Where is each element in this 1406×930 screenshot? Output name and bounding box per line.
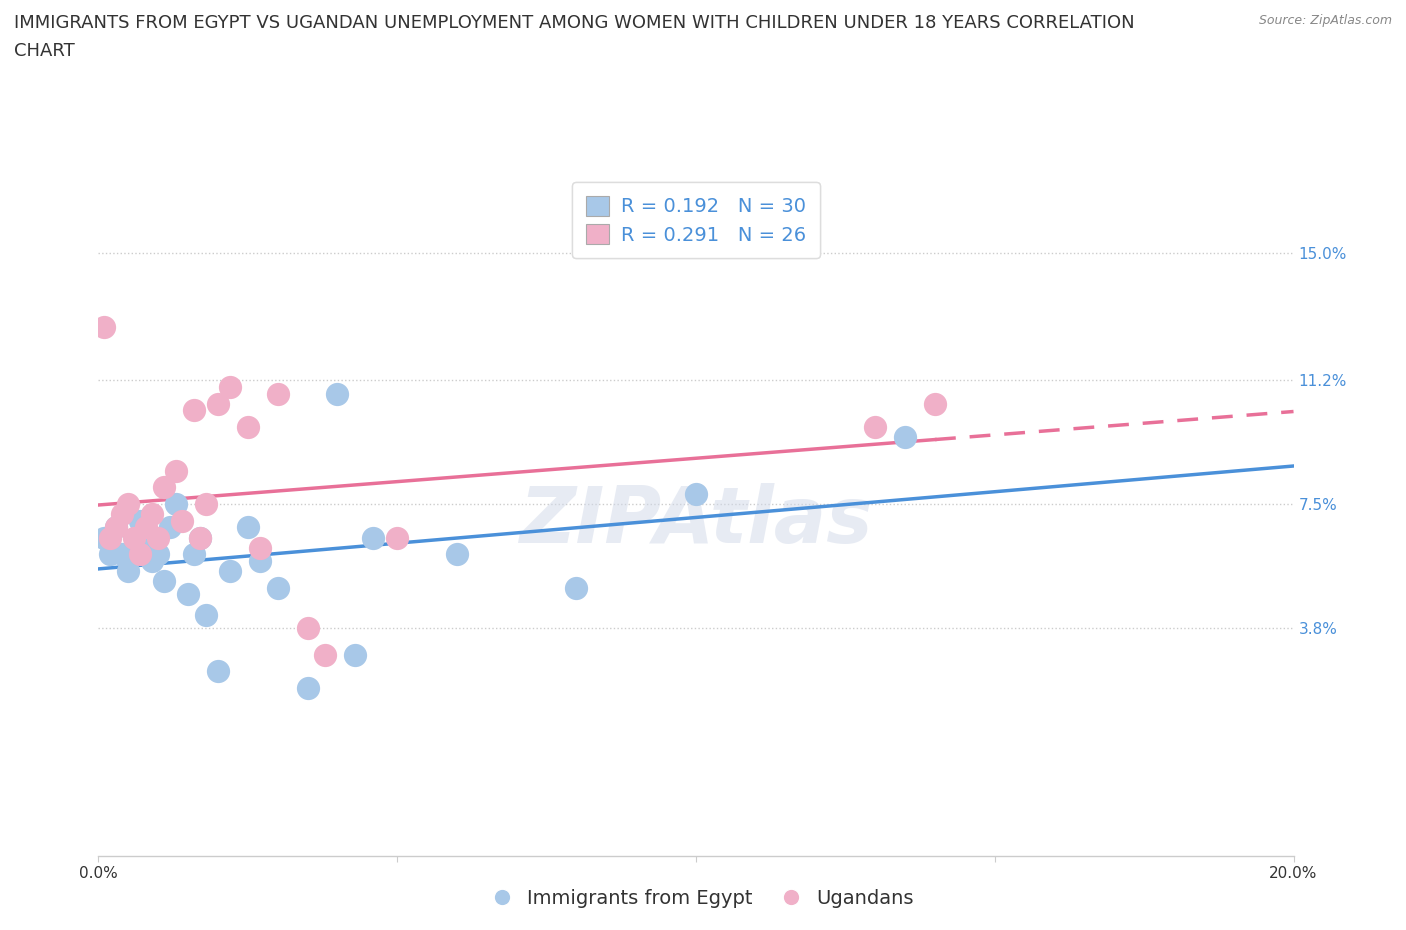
Point (315, 647, 337, 662)
Legend: Immigrants from Egypt, Ugandans: Immigrants from Egypt, Ugandans (484, 881, 922, 916)
Point (297, 681, 319, 696)
Point (117, 497, 139, 512)
Point (195, 497, 218, 512)
Text: Source: ZipAtlas.com: Source: ZipAtlas.com (1258, 14, 1392, 27)
Point (446, 547, 468, 562)
Point (894, 430, 917, 445)
Point (195, 607, 218, 622)
Point (111, 507, 134, 522)
Point (249, 553, 271, 568)
Point (219, 379, 242, 394)
Point (153, 480, 176, 495)
Text: CHART: CHART (14, 42, 75, 60)
Point (344, 647, 367, 662)
Point (135, 530, 157, 545)
Text: ZIPAtlas: ZIPAtlas (519, 483, 873, 559)
Point (183, 547, 205, 562)
Point (236, 419, 259, 434)
Point (141, 553, 163, 568)
Point (207, 664, 229, 679)
Point (129, 547, 152, 562)
Point (148, 530, 170, 545)
Point (924, 396, 946, 411)
Point (93, 319, 115, 334)
Legend: R = 0.192   N = 30, R = 0.291   N = 26: R = 0.192 N = 30, R = 0.291 N = 26 (572, 182, 820, 259)
Point (236, 520, 259, 535)
Point (165, 463, 187, 478)
Point (249, 540, 271, 555)
Point (141, 507, 163, 522)
Point (183, 403, 205, 418)
Point (207, 396, 229, 411)
Point (117, 564, 139, 578)
Point (177, 587, 200, 602)
Point (172, 513, 194, 528)
Point (188, 530, 211, 545)
Point (100, 547, 122, 562)
Point (148, 547, 170, 562)
Point (159, 520, 181, 535)
Point (100, 530, 122, 545)
Point (267, 386, 290, 401)
Point (105, 520, 128, 535)
Point (105, 520, 128, 535)
Point (153, 574, 176, 589)
Point (326, 386, 349, 401)
Point (135, 520, 157, 535)
Point (565, 580, 588, 595)
Point (124, 540, 146, 555)
Point (267, 580, 290, 595)
Point (93, 530, 115, 545)
Text: IMMIGRANTS FROM EGYPT VS UGANDAN UNEMPLOYMENT AMONG WOMEN WITH CHILDREN UNDER 18: IMMIGRANTS FROM EGYPT VS UGANDAN UNEMPLO… (14, 14, 1135, 32)
Point (165, 497, 187, 512)
Point (297, 620, 319, 635)
Point (685, 486, 707, 501)
Point (188, 530, 211, 545)
Point (363, 530, 385, 545)
Point (111, 547, 134, 562)
Point (865, 419, 887, 434)
Point (124, 530, 146, 545)
Point (219, 564, 242, 578)
Point (385, 530, 409, 545)
Point (129, 513, 152, 528)
